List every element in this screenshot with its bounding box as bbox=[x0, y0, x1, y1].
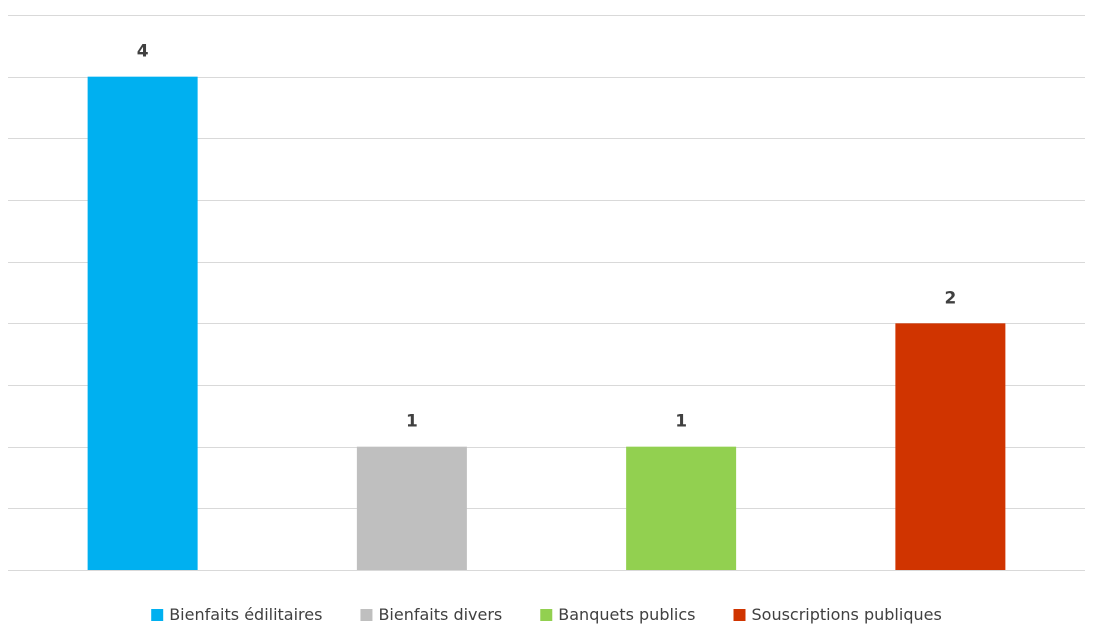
legend-label: Souscriptions publiques bbox=[752, 605, 942, 624]
legend: Bienfaits édilitaires Bienfaits divers Ban… bbox=[151, 605, 942, 624]
legend-swatch bbox=[151, 609, 164, 621]
legend-item: Banquets publics bbox=[540, 605, 696, 624]
bar bbox=[895, 323, 1006, 570]
bar bbox=[87, 76, 198, 571]
bar bbox=[356, 446, 467, 570]
data-label: 1 bbox=[406, 412, 418, 432]
bars bbox=[87, 76, 1006, 571]
legend-label: Banquets publics bbox=[558, 605, 695, 624]
legend-swatch bbox=[360, 609, 373, 621]
data-labels: 4 1 1 2 bbox=[137, 42, 957, 432]
legend-item: Bienfaits édilitaires bbox=[151, 605, 322, 624]
data-label: 1 bbox=[675, 412, 687, 432]
legend-label: Bienfaits divers bbox=[378, 605, 502, 624]
legend-item: Bienfaits divers bbox=[360, 605, 502, 624]
data-label: 4 bbox=[137, 42, 149, 62]
legend-swatch bbox=[540, 609, 553, 621]
data-label: 2 bbox=[944, 288, 956, 308]
bar bbox=[626, 446, 737, 570]
legend-swatch bbox=[733, 609, 746, 621]
legend-item: Souscriptions publiques bbox=[733, 605, 942, 624]
legend-label: Bienfaits édilitaires bbox=[169, 605, 322, 624]
